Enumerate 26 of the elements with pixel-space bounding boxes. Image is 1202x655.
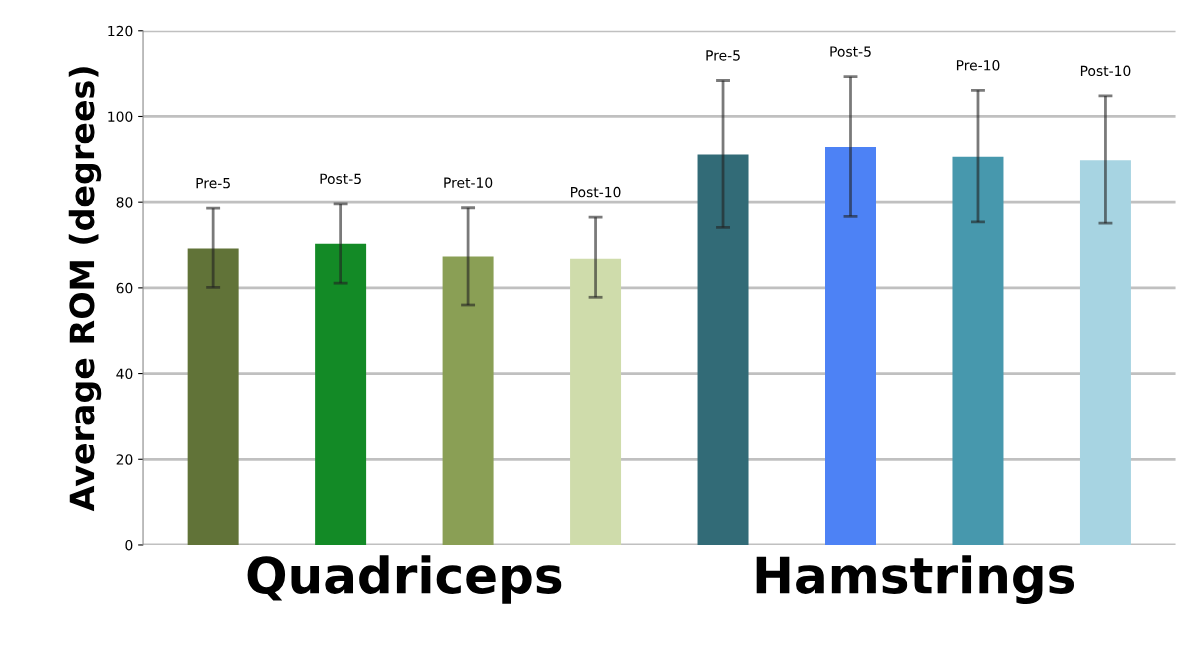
bar <box>570 258 622 545</box>
bar <box>315 243 367 545</box>
bar <box>952 156 1004 545</box>
bar <box>825 146 876 545</box>
bar <box>697 154 749 545</box>
bar <box>442 256 494 545</box>
text: Hamstrings <box>756 555 1075 605</box>
bar <box>1079 160 1131 545</box>
x-tick-label: Pre-5 <box>706 50 740 61</box>
y-tick-label: 20 <box>116 454 133 465</box>
y-axis-title: Average ROM (degrees) <box>68 67 102 512</box>
y-tick-label: 0 <box>125 539 133 551</box>
y-tick-label: 60 <box>116 282 133 294</box>
x-tick-label: Post-10 <box>1080 65 1131 77</box>
x-tick-label: Post-5 <box>320 173 361 185</box>
y-tick-label: 80 <box>116 197 133 208</box>
y-tick-label: 120 <box>108 25 133 37</box>
text: Quadriceps <box>247 555 562 604</box>
x-tick-label: Post-5 <box>830 46 871 57</box>
x-tick-label: Post-10 <box>571 186 621 198</box>
y-tick-label: 100 <box>108 111 133 122</box>
bar <box>187 248 239 545</box>
x-tick-label: Pre-5 <box>196 178 230 189</box>
y-tick-label: 40 <box>116 368 133 380</box>
x-tick-label: Pre-10 <box>956 60 1000 71</box>
x-tick-label: Pret-10 <box>444 177 493 188</box>
